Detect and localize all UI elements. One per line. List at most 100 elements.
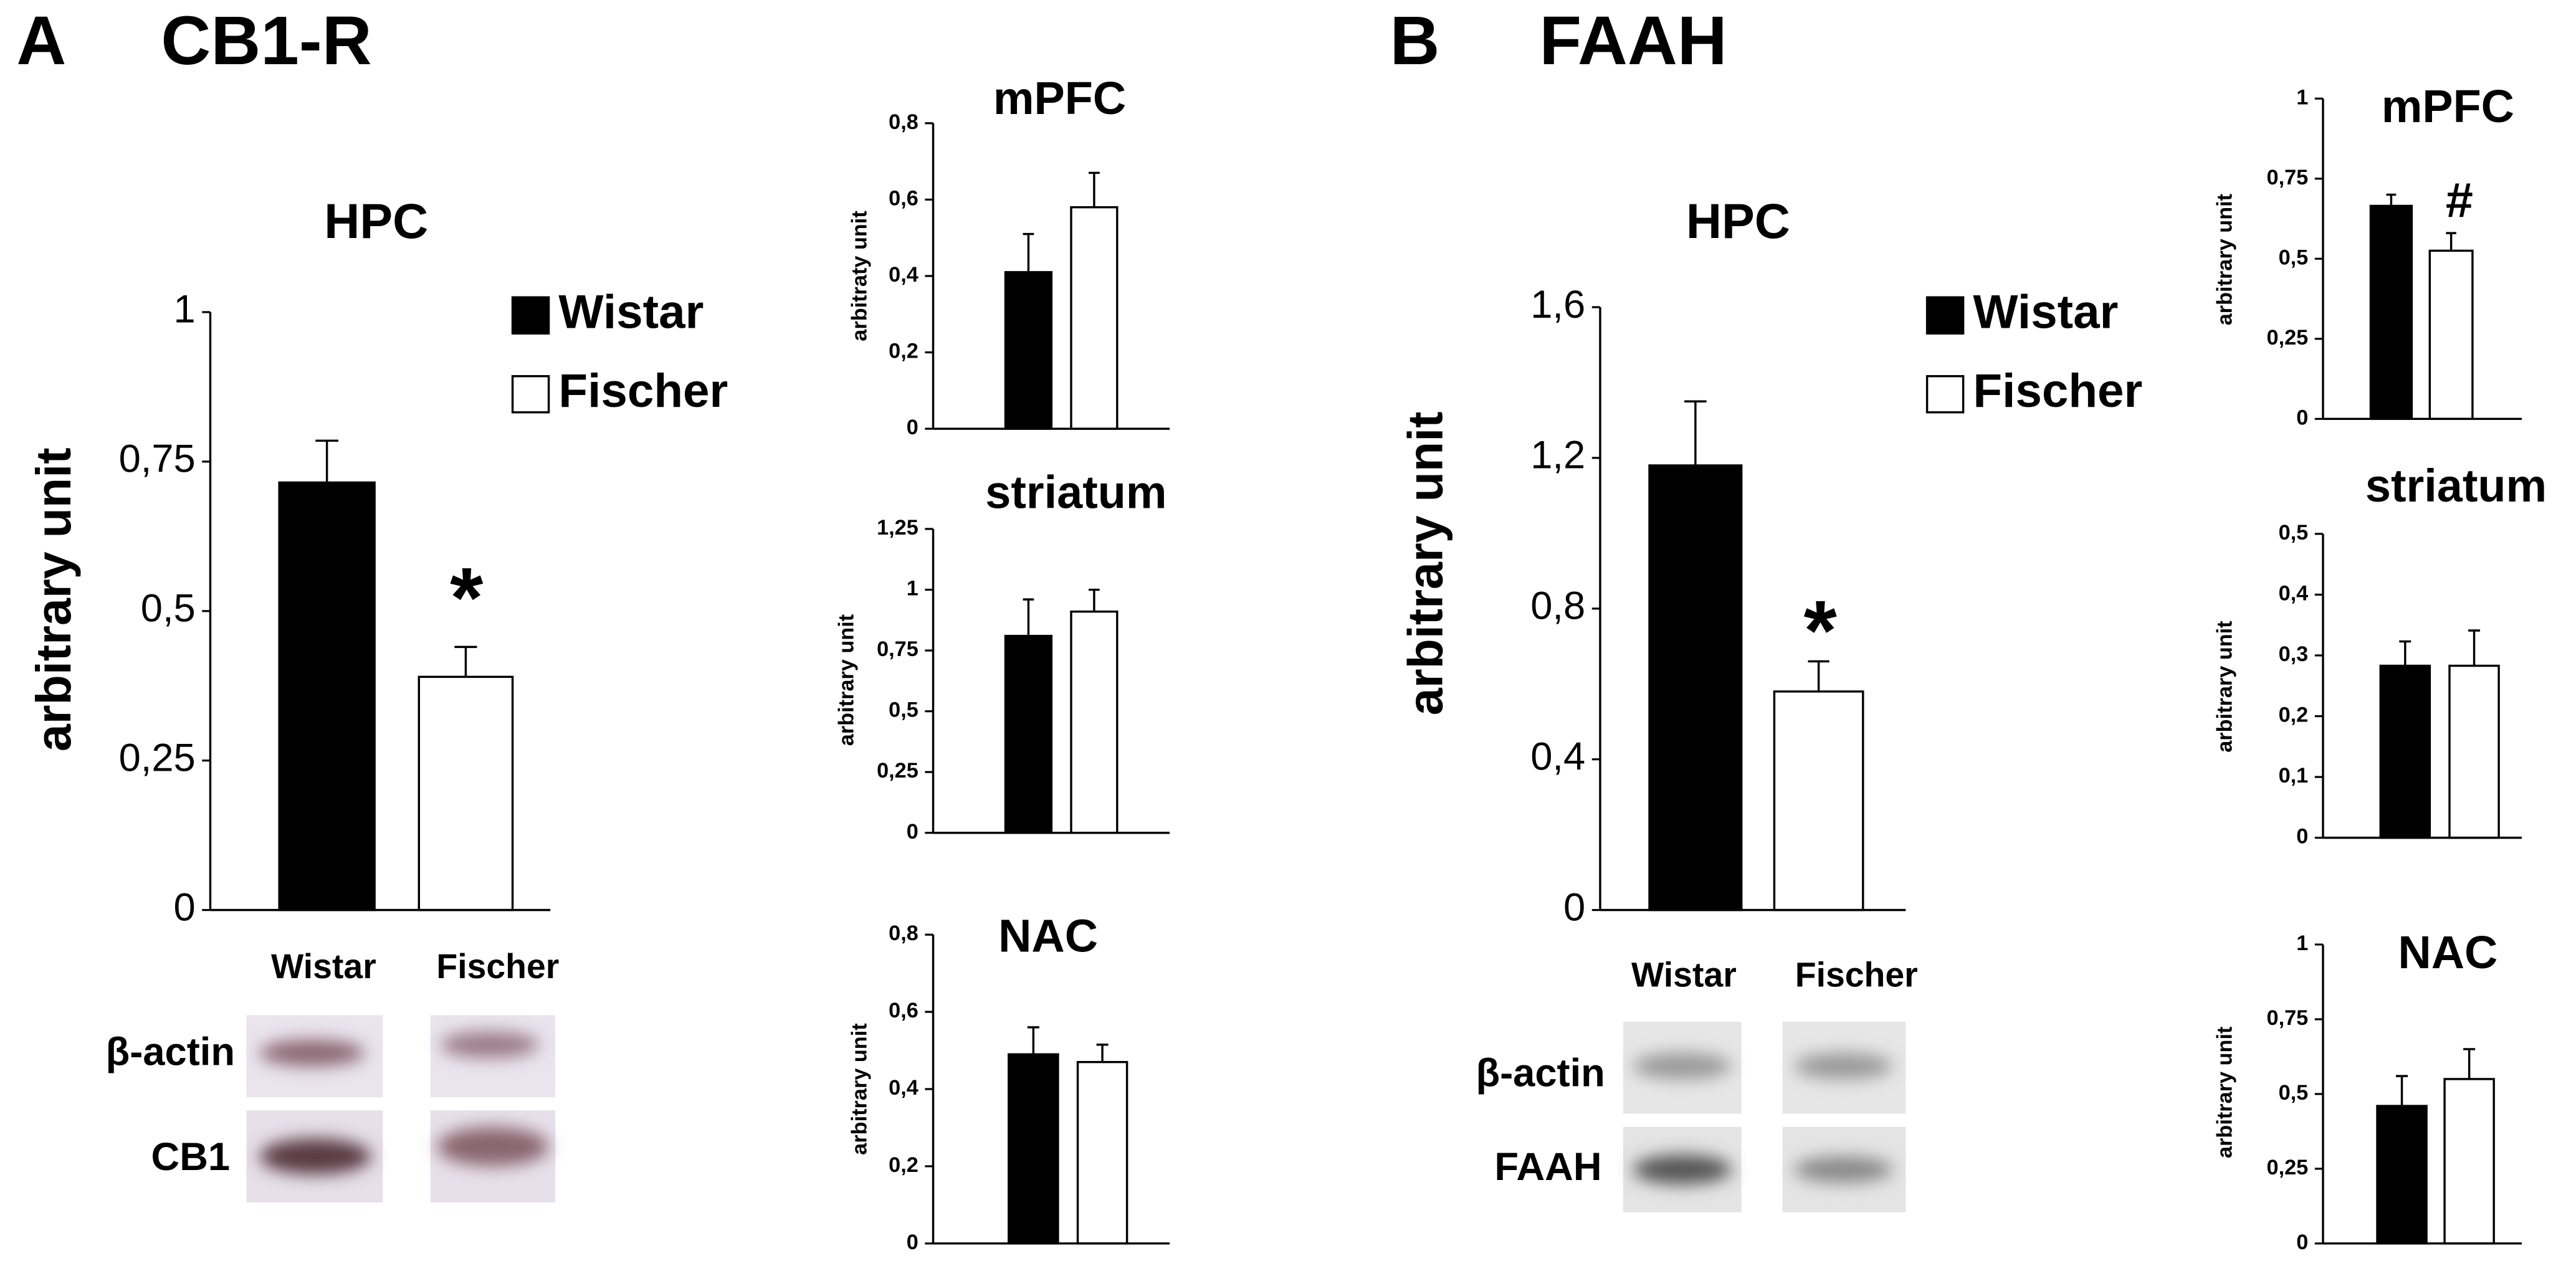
bar [2443, 1078, 2495, 1245]
panel-title: CB1-R [161, 2, 371, 79]
y-tick-label: 0,5 [889, 698, 918, 722]
annotation: # [2446, 172, 2473, 227]
blot [246, 1015, 556, 1202]
y-tick-label: 0,2 [889, 1153, 918, 1177]
y-tick-label: 0 [907, 1230, 918, 1254]
bar [1070, 610, 1119, 834]
bar [278, 481, 376, 911]
y-tick-label: 0,5 [2279, 245, 2309, 269]
bar [1773, 690, 1864, 911]
y-tick-label: 1 [2296, 85, 2308, 109]
y-tick-label: 0,4 [889, 263, 918, 287]
chart-title: HPC [1686, 193, 1790, 249]
bar [1648, 464, 1743, 911]
y-axis-label: arbitrary unit [848, 1023, 872, 1154]
bar [1076, 1060, 1128, 1245]
y-axis-label: arbitrary unit [2213, 194, 2236, 325]
legend-swatch [511, 296, 550, 335]
y-tick-label: 1,2 [1530, 434, 1585, 477]
annotation: * [450, 550, 484, 645]
y-tick-label: 0,75 [877, 637, 918, 661]
y-tick-label: 0,5 [2279, 1081, 2309, 1105]
y-tick-label: 0,25 [877, 759, 918, 783]
blot-row-label: β-actin [1476, 1052, 1605, 1095]
panel-title: FAAH [1539, 2, 1727, 79]
y-tick-label: 0 [2296, 825, 2308, 849]
y-axis-label: arbitrary unit [2213, 1027, 2236, 1158]
bar [1004, 634, 1053, 834]
y-axis-label: arbitraty unit [848, 211, 872, 341]
legend-swatch [1925, 375, 1965, 414]
bar [1070, 206, 1119, 430]
bar [2448, 664, 2500, 839]
x-tick-label: Wistar [271, 947, 376, 986]
chart-title: mPFC [993, 72, 1126, 124]
blot [1623, 1021, 1906, 1212]
y-tick-label: 1,6 [1530, 283, 1585, 326]
y-tick-label: 0 [907, 820, 918, 844]
chart-title: NAC [998, 910, 1098, 962]
bar [417, 675, 514, 911]
y-tick-label: 1 [907, 577, 918, 601]
blot-row-label: FAAH [1494, 1145, 1601, 1189]
y-tick-label: 0,3 [2279, 642, 2309, 666]
y-tick-label: 0,75 [2267, 1006, 2309, 1030]
y-tick-label: 0 [174, 885, 196, 929]
y-tick-label: 0,2 [2279, 703, 2309, 727]
y-tick-label: 0,5 [141, 587, 196, 631]
chart-title: striatum [985, 467, 1166, 518]
x-tick-label: Fischer [436, 947, 559, 986]
y-tick-label: 0,25 [2267, 1156, 2309, 1179]
legend-label: Fischer [1973, 364, 2142, 417]
y-tick-label: 0 [907, 416, 918, 439]
y-tick-label: 1 [2296, 931, 2308, 955]
y-tick-label: 0,4 [2279, 581, 2309, 605]
chart-title: NAC [2398, 926, 2497, 978]
y-tick-label: 0,25 [2267, 326, 2309, 350]
y-tick-label: 0 [1563, 885, 1585, 929]
y-tick-label: 0,75 [119, 437, 196, 481]
y-axis-label: arbitrary unit [26, 447, 81, 751]
y-tick-label: 0,6 [889, 186, 918, 210]
y-tick-label: 0,5 [2279, 521, 2309, 545]
chart-title: mPFC [2382, 80, 2514, 132]
bar [1004, 271, 1053, 430]
bar [2379, 664, 2431, 839]
bar [1008, 1053, 1059, 1245]
blot-row-label: CB1 [151, 1135, 231, 1179]
bar [2369, 204, 2413, 421]
y-axis-label: arbitrary unit [1398, 411, 1453, 715]
y-tick-label: 0 [2296, 1230, 2308, 1254]
y-tick-label: 0,8 [1530, 584, 1585, 628]
y-axis-label: arbitrary unit [2213, 621, 2236, 752]
y-tick-label: 0,2 [889, 340, 918, 363]
y-tick-label: 0,8 [889, 921, 918, 945]
panel-letter: A [16, 2, 66, 79]
legend-label: Wistar [1973, 285, 2118, 338]
y-tick-label: 0,25 [119, 736, 196, 779]
blot-row-label: β-actin [106, 1030, 235, 1073]
y-tick-label: 0,4 [1530, 735, 1585, 778]
panel-letter: B [1390, 2, 1439, 79]
y-tick-label: 0,8 [889, 110, 918, 134]
y-tick-label: 1 [174, 288, 196, 331]
bar [2376, 1105, 2428, 1245]
annotation: * [1804, 583, 1838, 678]
chart-title: striatum [2365, 460, 2547, 512]
y-tick-label: 0 [2296, 406, 2308, 429]
y-tick-label: 0,75 [2267, 166, 2309, 189]
y-tick-label: 0,1 [2279, 764, 2309, 788]
legend-swatch [511, 375, 550, 414]
legend-swatch [1925, 296, 1965, 335]
y-tick-label: 0,4 [889, 1076, 918, 1100]
bar [2428, 249, 2474, 421]
legend-label: Fischer [558, 364, 728, 417]
y-axis-label: arbitrary unit [834, 614, 858, 746]
y-tick-label: 1,25 [877, 516, 918, 540]
x-tick-label: Fischer [1795, 955, 1918, 994]
chart-title: HPC [324, 193, 428, 249]
y-tick-label: 0,6 [889, 999, 918, 1022]
x-tick-label: Wistar [1631, 955, 1737, 994]
